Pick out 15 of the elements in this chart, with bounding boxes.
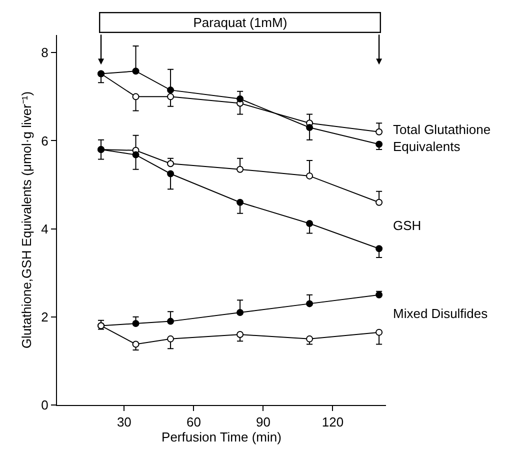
y-tick-label: 2: [41, 309, 48, 324]
text: Total Glutathione Equivalents: [393, 122, 491, 154]
y-tick-label: 0: [41, 398, 48, 413]
x-tick-label: 30: [116, 414, 132, 430]
y-tick-label: 6: [41, 133, 48, 148]
text: Mixed Disulfides: [393, 306, 488, 321]
x-tick-label: 60: [186, 414, 201, 430]
y-tick-label: 8: [41, 45, 48, 60]
x-axis-title: Perfusion Time (min): [162, 430, 282, 445]
y-axis-title: Glutathione,GSH Equivalents (μmol·g liver⁻¹): [19, 91, 34, 349]
x-tick-label: 120: [322, 414, 344, 430]
text: GSH: [393, 218, 422, 233]
y-tick-label: 4: [41, 221, 48, 236]
x-tick-label: 90: [256, 414, 270, 430]
text: Paraquat (1mM): [193, 15, 288, 30]
